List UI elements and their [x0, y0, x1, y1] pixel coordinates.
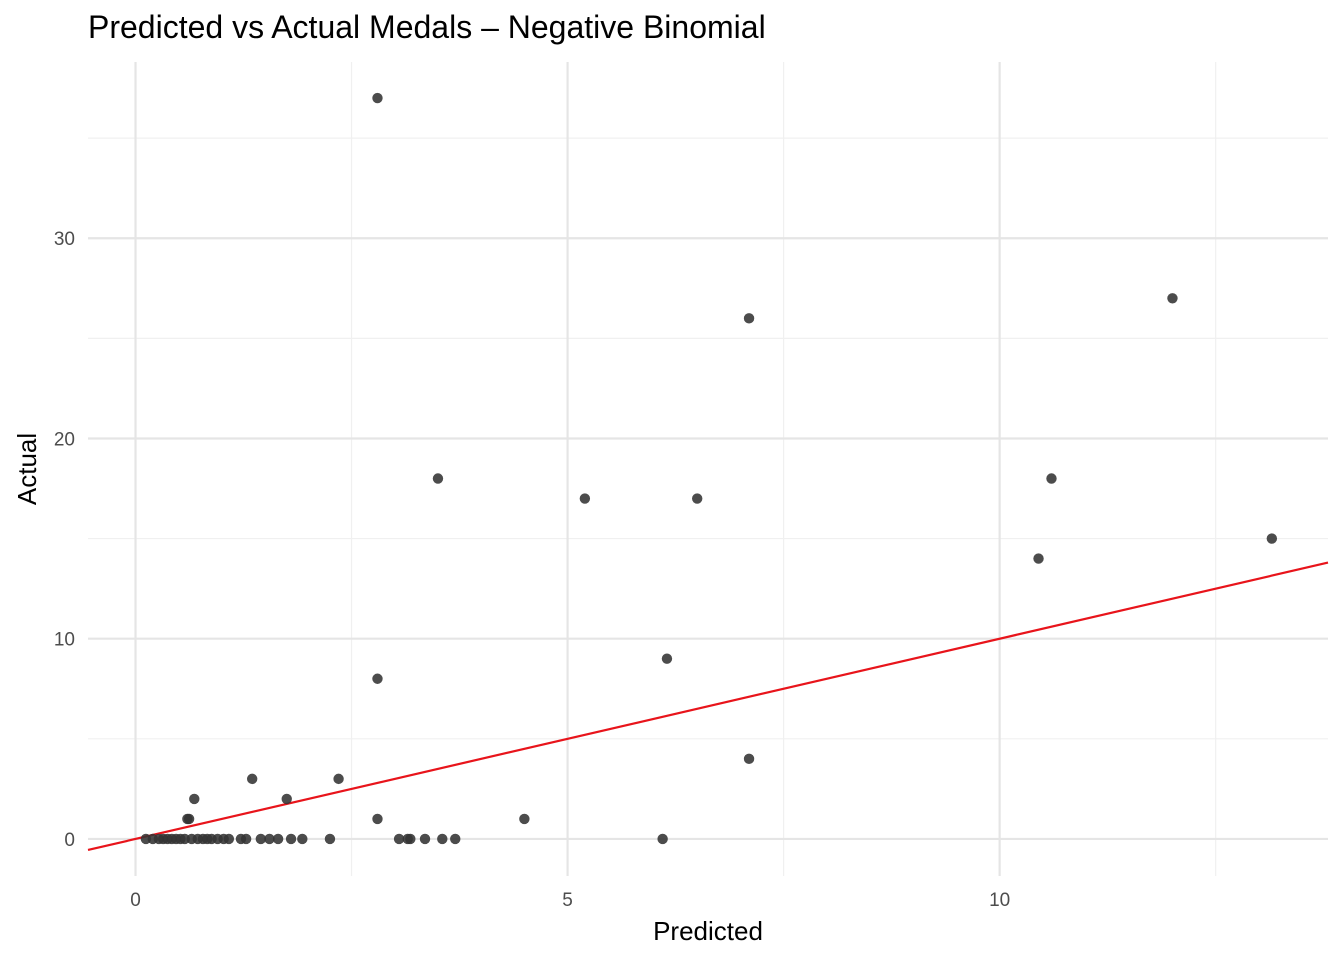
data-point — [372, 813, 383, 825]
major-gridlines — [88, 62, 1328, 876]
data-point — [1046, 473, 1057, 484]
data-point — [297, 833, 308, 845]
data-points — [140, 92, 1278, 845]
data-point — [223, 833, 235, 845]
y-axis-ticks: 0 10 20 30 — [54, 229, 75, 851]
data-point — [393, 833, 405, 845]
data-point — [183, 813, 195, 825]
x-tick-label: 0 — [130, 890, 141, 911]
data-point — [372, 92, 383, 104]
y-tick-label: 30 — [54, 229, 75, 250]
data-point — [691, 493, 703, 504]
x-tick-label: 5 — [562, 890, 573, 911]
data-point — [281, 793, 292, 805]
data-point — [1266, 533, 1278, 544]
data-point — [579, 493, 591, 504]
data-point — [255, 833, 267, 845]
data-point — [432, 473, 444, 484]
data-point — [240, 833, 252, 845]
x-axis-ticks: 0 5 10 — [130, 890, 1010, 911]
data-point — [661, 653, 673, 664]
data-point — [450, 833, 461, 845]
data-point — [372, 673, 383, 684]
y-tick-label: 20 — [54, 429, 75, 450]
data-point — [657, 833, 668, 845]
data-point — [1033, 553, 1044, 564]
reference-line-layer — [87, 561, 1329, 852]
data-point — [437, 833, 448, 845]
data-point — [743, 753, 755, 765]
chart-title: Predicted vs Actual Medals – Negative Bi… — [88, 9, 766, 45]
data-point — [333, 773, 344, 785]
data-point — [405, 833, 416, 845]
data-point — [419, 833, 431, 845]
data-point — [264, 833, 275, 845]
data-point — [189, 793, 200, 805]
reference-line — [87, 561, 1329, 852]
data-point — [246, 773, 258, 785]
data-point — [324, 833, 336, 845]
y-tick-label: 0 — [64, 830, 75, 851]
data-point — [272, 833, 284, 845]
minor-gridlines — [88, 62, 1328, 876]
x-axis-title: Predicted — [653, 916, 763, 946]
data-point — [519, 813, 530, 825]
data-point — [285, 833, 297, 845]
data-point — [1167, 293, 1178, 304]
x-tick-label: 10 — [989, 890, 1010, 911]
data-point — [743, 313, 755, 324]
y-axis-title: Actual — [12, 433, 42, 505]
y-tick-label: 10 — [54, 630, 75, 651]
